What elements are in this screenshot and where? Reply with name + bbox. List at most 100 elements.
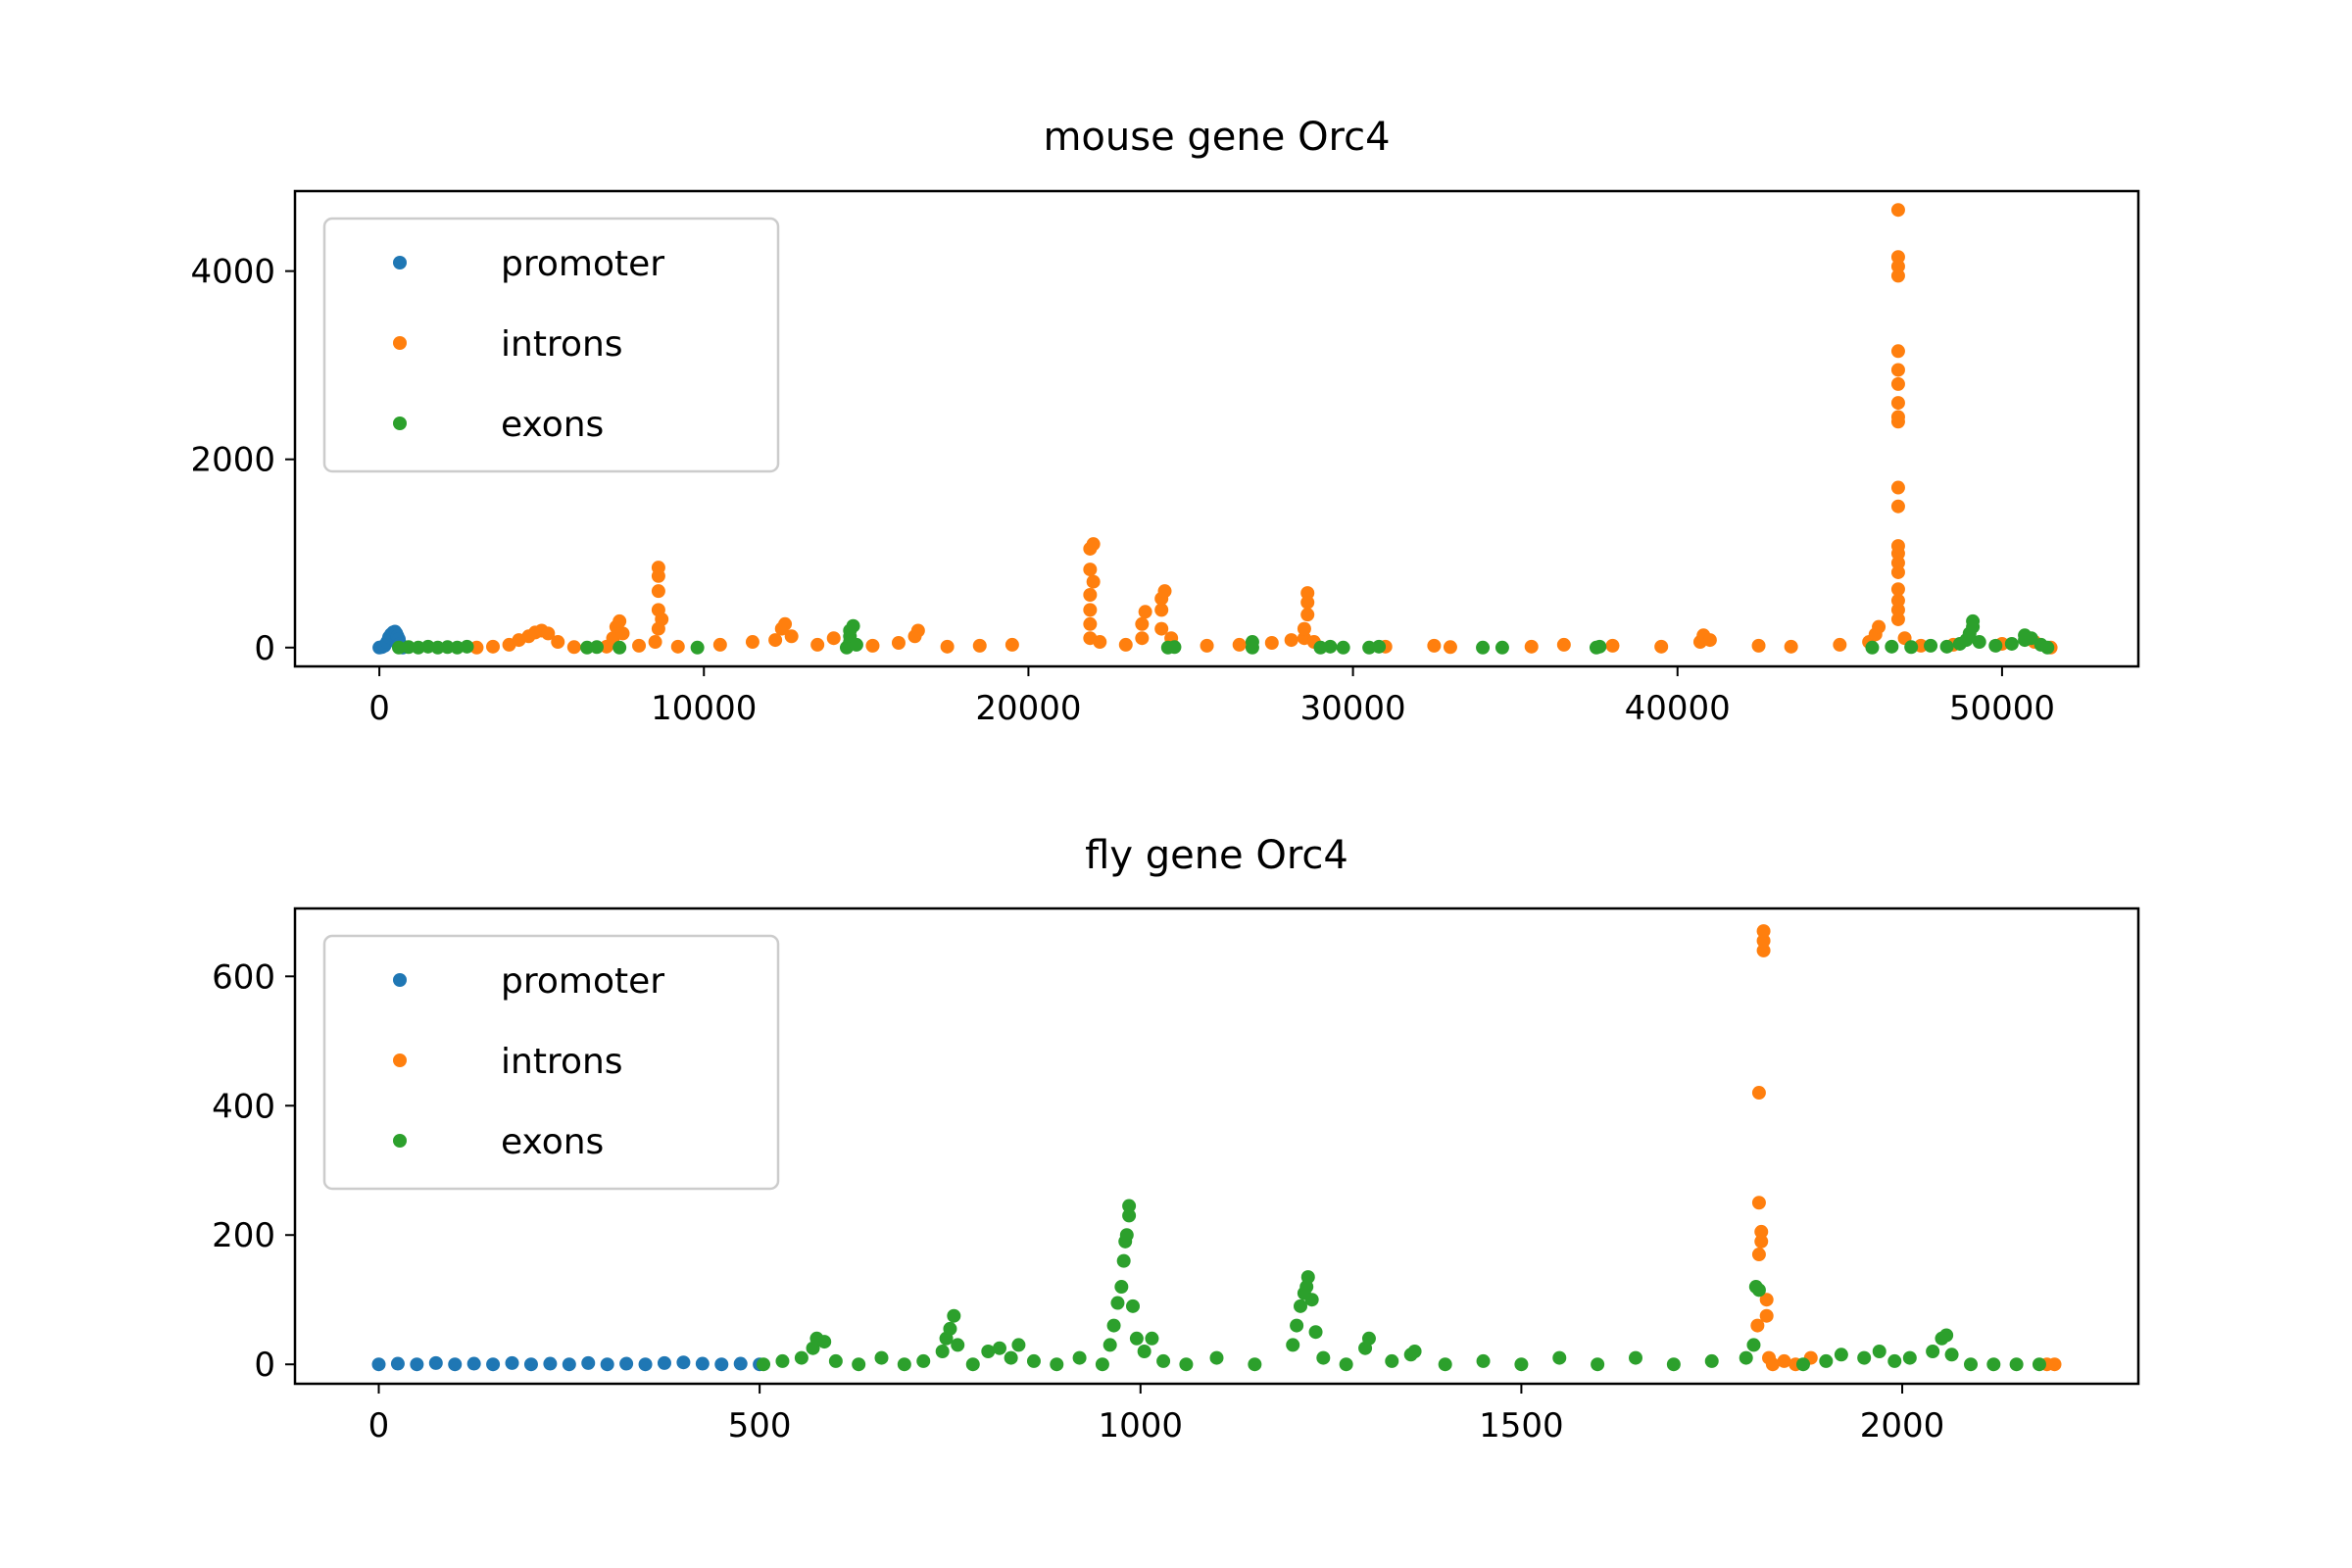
fly-exons-point (1072, 1350, 1087, 1365)
mouse-introns-point (1890, 344, 1905, 359)
fly-x-tick-label: 500 (728, 1406, 792, 1446)
mouse-introns-point (1890, 593, 1905, 608)
fly-series-exons (757, 1199, 2046, 1372)
fly-exons-point (1145, 1331, 1159, 1346)
fly-exons-point (1294, 1298, 1307, 1313)
fly-exons-point (1137, 1345, 1152, 1359)
fly-exons-point (775, 1353, 790, 1368)
fly-promoter-point (581, 1355, 596, 1370)
mouse-exons-point (589, 640, 604, 655)
mouse-introns-point (972, 638, 987, 653)
mouse-introns-point (1135, 631, 1150, 646)
fly-promoter-point (638, 1357, 653, 1372)
fly-legend-marker-introns (393, 1054, 407, 1067)
fly-exons-point (1290, 1318, 1304, 1333)
fly-exons-point (828, 1353, 843, 1368)
mouse-introns-point (1890, 480, 1905, 495)
mouse-x-tick-label: 50000 (1949, 689, 2055, 728)
mouse-introns-point (1890, 582, 1905, 597)
mouse-introns-point (1872, 619, 1886, 634)
fly-introns-point (2047, 1357, 2062, 1372)
fly-exons-point (1887, 1353, 1902, 1368)
fly-exons-point (951, 1338, 965, 1352)
mouse-exons-point (690, 640, 705, 655)
fly-y-tick-label: 400 (212, 1087, 275, 1126)
mouse-exons-point (2004, 636, 2019, 651)
fly-exons-point (1004, 1350, 1018, 1365)
mouse-x-tick-label: 30000 (1300, 689, 1406, 728)
mouse-exons-point (391, 640, 406, 655)
fly-exons-point (1126, 1298, 1140, 1313)
mouse-introns-point (1083, 563, 1098, 577)
fly-exons-point (935, 1345, 950, 1359)
fly-data-points (371, 924, 2062, 1372)
fly-exons-point (1704, 1353, 1719, 1368)
mouse-introns-point (1702, 633, 1717, 648)
fly-exons-point (1751, 1283, 1766, 1298)
mouse-introns-point (1890, 539, 1905, 554)
fly-introns-point (1750, 1318, 1765, 1333)
mouse-x-tick-label: 10000 (651, 689, 757, 728)
fly-x-tick-label: 2000 (1860, 1406, 1945, 1446)
fly-chart-title: fly gene Orc4 (1085, 833, 1348, 878)
mouse-introns-point (1004, 637, 1019, 652)
mouse-introns-point (826, 631, 841, 646)
mouse-exons-point (401, 640, 416, 655)
mouse-exons-point (1885, 639, 1899, 654)
fly-exons-point (1944, 1348, 1959, 1362)
fly-exons-point (817, 1335, 832, 1349)
fly-exons-point (1834, 1348, 1848, 1362)
fly-exons-point (1106, 1318, 1121, 1333)
fly-exons-point (943, 1321, 957, 1336)
mouse-introns-point (1443, 640, 1457, 655)
mouse-introns-point (745, 635, 760, 650)
fly-introns-point (1751, 1086, 1766, 1101)
mouse-exons-point (1372, 639, 1387, 654)
fly-exons-point (1385, 1353, 1399, 1368)
fly-exons-point (1116, 1253, 1131, 1268)
mouse-introns-point (1556, 637, 1571, 652)
mouse-y-tick-label: 2000 (190, 441, 275, 480)
fly-promoter-point (657, 1355, 671, 1370)
fly-exons-point (1926, 1345, 1940, 1359)
fly-exons-point (965, 1357, 980, 1372)
fly-promoter-point (695, 1356, 710, 1371)
mouse-introns-point (1890, 203, 1905, 218)
fly-introns-point (1765, 1357, 1780, 1372)
mouse-x-tick-label: 20000 (975, 689, 1081, 728)
fly-exons-point (992, 1341, 1006, 1355)
fly-exons-point (1407, 1345, 1422, 1359)
mouse-legend-marker-exons (393, 416, 407, 430)
mouse-introns-point (1890, 250, 1905, 265)
fly-exons-point (981, 1345, 996, 1359)
mouse-introns-point (566, 640, 581, 655)
mouse-introns-point (1118, 637, 1133, 652)
mouse-introns-point (1083, 588, 1098, 603)
mouse-introns-point (1833, 637, 1847, 652)
mouse-introns-point (1427, 638, 1442, 653)
fly-promoter-point (543, 1356, 558, 1371)
mouse-y-tick-label: 0 (254, 629, 275, 668)
fly-exons-point (1857, 1350, 1872, 1365)
mouse-exons-point (1592, 639, 1607, 654)
fly-exons-point (1304, 1293, 1319, 1307)
mouse-introns-point (1890, 269, 1905, 283)
fly-exons-point (794, 1350, 808, 1365)
mouse-introns-point (612, 613, 627, 628)
mouse-introns-point (1300, 595, 1315, 610)
fly-exons-point (1011, 1338, 1026, 1352)
fly-promoter-point (466, 1356, 481, 1371)
mouse-series-promoter (372, 624, 410, 655)
fly-exons-point (1902, 1350, 1917, 1365)
fly-exons-point (1129, 1331, 1144, 1346)
fly-exons-point (1316, 1350, 1331, 1365)
fly-exons-point (1026, 1353, 1041, 1368)
fly-exons-point (2032, 1357, 2046, 1372)
mouse-exons-point (2024, 631, 2038, 646)
fly-introns-point (1759, 1308, 1774, 1323)
mouse-introns-point (1200, 638, 1214, 653)
fly-exons-point (1964, 1357, 1978, 1372)
mouse-introns-point (632, 638, 647, 653)
fly-exons-point (1095, 1357, 1109, 1372)
